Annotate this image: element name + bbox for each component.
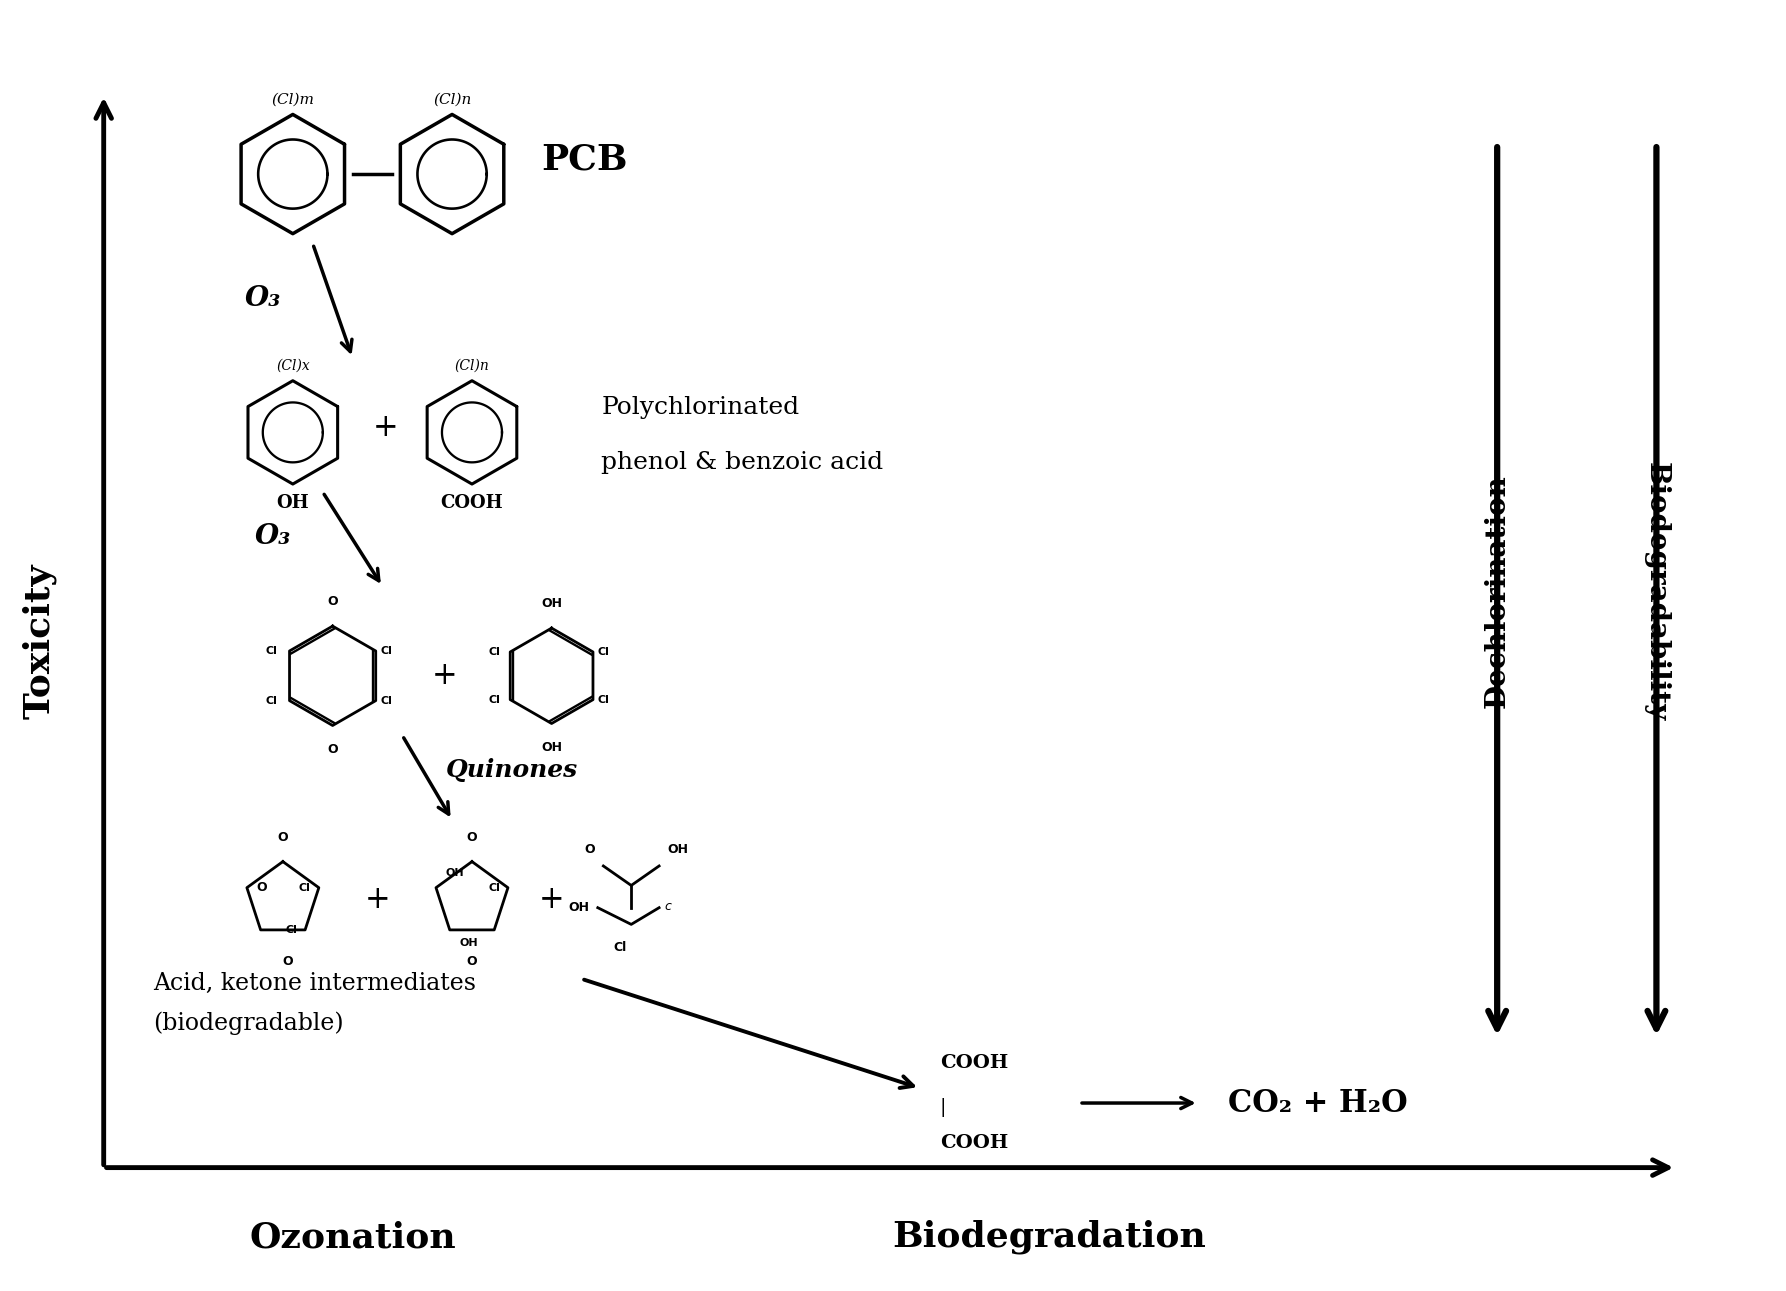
Text: O: O <box>327 595 338 608</box>
Text: (Cl)m: (Cl)m <box>271 93 314 106</box>
Text: OH: OH <box>666 843 688 856</box>
Text: Ozonation: Ozonation <box>250 1220 455 1254</box>
Text: OH: OH <box>446 868 464 878</box>
Text: c: c <box>664 900 672 913</box>
Text: Cl: Cl <box>613 941 627 954</box>
Text: Cl: Cl <box>598 647 609 657</box>
Text: Cl: Cl <box>266 646 277 656</box>
Text: +: + <box>539 884 564 915</box>
Text: (Cl)n: (Cl)n <box>455 359 489 373</box>
Text: OH: OH <box>541 741 563 754</box>
Text: O₃: O₃ <box>255 523 291 550</box>
Text: OH: OH <box>568 901 589 914</box>
Text: Cl: Cl <box>598 695 609 705</box>
Text: Dechlorination: Dechlorination <box>1484 475 1511 709</box>
Text: COOH: COOH <box>939 1055 1007 1073</box>
Text: OH: OH <box>277 494 309 513</box>
Text: +: + <box>364 884 389 915</box>
Text: |: | <box>939 1099 947 1118</box>
Text: +: + <box>430 660 457 691</box>
Text: (biodegradable): (biodegradable) <box>154 1012 345 1035</box>
Text: O: O <box>327 744 338 757</box>
Text: O₃: O₃ <box>245 285 280 311</box>
Text: O: O <box>466 830 477 844</box>
Text: COOH: COOH <box>939 1133 1007 1152</box>
Text: Polychlorinated: Polychlorinated <box>602 396 800 420</box>
Text: O: O <box>584 843 595 856</box>
Text: O: O <box>257 882 268 895</box>
Text: Cl: Cl <box>286 924 296 935</box>
Text: Cl: Cl <box>380 696 393 706</box>
Text: phenol & benzoic acid: phenol & benzoic acid <box>602 451 884 474</box>
Text: Acid, ketone intermediates: Acid, ketone intermediates <box>154 972 477 995</box>
Text: PCB: PCB <box>541 142 629 176</box>
Text: OH: OH <box>459 937 479 948</box>
Text: Cl: Cl <box>488 695 500 705</box>
Text: (Cl)x: (Cl)x <box>277 359 309 373</box>
Text: Biodegradability: Biodegradability <box>1643 462 1670 720</box>
Text: Cl: Cl <box>266 696 277 706</box>
Text: (Cl)n: (Cl)n <box>432 93 472 106</box>
Text: O: O <box>282 955 293 968</box>
Text: Cl: Cl <box>488 647 500 657</box>
Text: Toxicity: Toxicity <box>21 563 55 719</box>
Text: +: + <box>373 412 398 443</box>
Text: O: O <box>277 830 288 844</box>
Text: Cl: Cl <box>488 883 500 892</box>
Text: Cl: Cl <box>380 646 393 656</box>
Text: Cl: Cl <box>298 883 311 892</box>
Text: OH: OH <box>541 598 563 611</box>
Text: CO₂ + H₂O: CO₂ + H₂O <box>1229 1087 1407 1118</box>
Text: O: O <box>466 955 477 968</box>
Text: Biodegradation: Biodegradation <box>893 1220 1206 1255</box>
Text: Quinones: Quinones <box>446 758 579 782</box>
Text: COOH: COOH <box>441 494 504 513</box>
